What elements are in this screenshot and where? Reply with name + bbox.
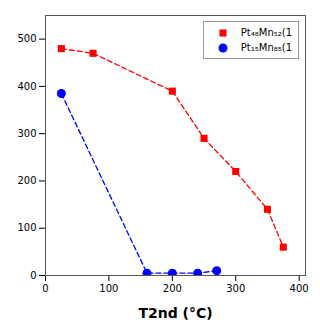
html-text:Pt₄₈Mn₅₂(1: Pt₄₈Mn₅₂(1 [240,27,292,38]
svg-text:400: 400 [17,81,36,92]
svg-text:0: 0 [30,270,36,281]
svg-text:200: 200 [17,175,36,186]
html-text:Pt₁₅Mn₈₅(1: Pt₁₅Mn₈₅(1 [240,42,292,53]
svg-text:T2nd (°C): T2nd (°C) [138,305,212,320]
svg-text:400: 400 [290,283,309,294]
svg-text:100: 100 [17,222,36,233]
svg-text:0: 0 [42,283,48,294]
svg-text:500: 500 [17,33,36,44]
svg-text:300: 300 [17,128,36,139]
svg-text:100: 100 [99,283,118,294]
svg-text:300: 300 [226,283,245,294]
svg-text:200: 200 [163,283,182,294]
